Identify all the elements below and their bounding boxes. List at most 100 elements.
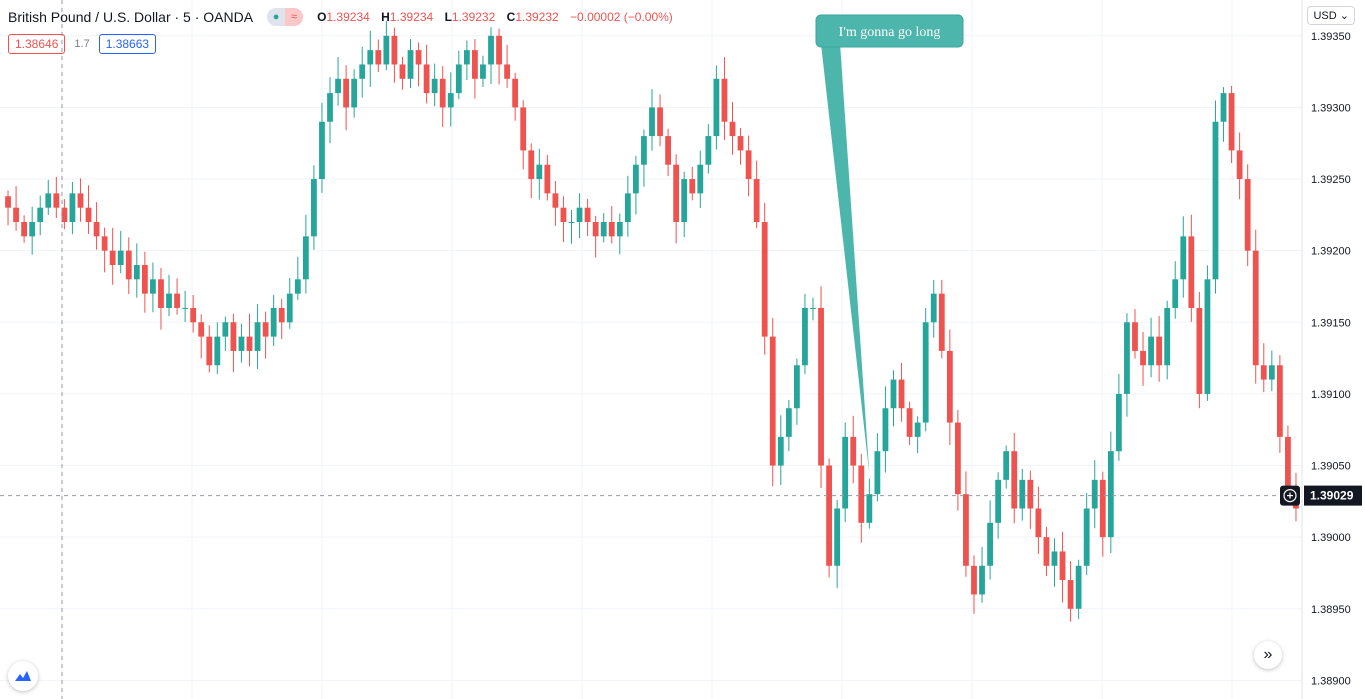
candle-body (472, 50, 478, 79)
candle-body (938, 293, 945, 351)
candle-body (745, 150, 752, 180)
candle-body (600, 222, 607, 237)
double-chevron-right-icon: » (1263, 646, 1273, 663)
candle-body (391, 35, 398, 65)
candle-body (1115, 393, 1122, 452)
candle-body (608, 222, 615, 237)
crosshair-price-label: 1.39029 (1310, 489, 1354, 503)
candle-body (455, 64, 462, 94)
candle-body (447, 93, 454, 108)
candle-body (496, 35, 502, 65)
symbol-title[interactable]: British Pound / U.S. Dollar · 5 · OANDA (8, 9, 254, 25)
candle-body (1132, 322, 1138, 351)
scroll-to-realtime-button[interactable]: » (1254, 641, 1282, 669)
candle-body (1140, 350, 1146, 366)
chevron-down-icon: ⌄ (1339, 10, 1349, 22)
chart-grid (0, 0, 1302, 699)
candle-body (713, 78, 720, 137)
candle-body (657, 107, 663, 137)
buy-price-button[interactable]: 1.38663 (98, 34, 157, 54)
candle-body (117, 250, 124, 265)
candle-body (294, 279, 301, 294)
candle-body (560, 207, 567, 223)
candle-body (850, 436, 857, 466)
sell-price-button[interactable]: 1.38646 (8, 34, 66, 54)
candle-body (1244, 179, 1251, 251)
candle-body (1051, 551, 1058, 566)
candle-body (858, 465, 865, 523)
spread-value: 1.7 (74, 38, 90, 50)
candle-body (158, 279, 164, 308)
candle-body (238, 336, 245, 351)
candle-body (1059, 551, 1066, 581)
y-tick-label: 1.39250 (1311, 174, 1351, 186)
candle-body (705, 136, 712, 165)
price-axis[interactable]: 1.39350 1.39300 1.39250 1.39200 1.39150 1.391… (1280, 0, 1362, 699)
candle-body (866, 494, 873, 523)
candle-body (769, 336, 776, 466)
candle-body (1011, 451, 1018, 509)
candle-body (504, 64, 511, 79)
candle-body (1276, 365, 1283, 437)
candle-body (930, 293, 937, 323)
candle-body (37, 207, 44, 223)
candle-body (1099, 479, 1106, 538)
candle-body (954, 422, 961, 495)
tradingview-logo[interactable] (8, 661, 38, 691)
candle-body (1027, 479, 1034, 509)
candle-body (641, 136, 647, 165)
ohlc-low-label: L (444, 10, 452, 24)
candle-body (946, 350, 953, 423)
wave-icon[interactable]: ≈ (285, 8, 304, 26)
candle-body (351, 78, 358, 108)
candle-body (793, 365, 800, 409)
candle-body (480, 64, 486, 79)
candle-body (971, 565, 977, 595)
candle-body (141, 264, 148, 294)
candle-body (721, 78, 728, 122)
dot-icon[interactable]: ● (267, 8, 286, 26)
candle-body (761, 222, 768, 337)
candle-body (1003, 451, 1010, 480)
candle-body (568, 222, 575, 224)
currency-select[interactable]: USD ⌄ (1307, 6, 1355, 25)
candle-body (431, 78, 438, 94)
callout-pointer (820, 35, 870, 475)
y-tick-label: 1.38900 (1311, 675, 1351, 687)
candle-body (785, 408, 792, 437)
candle-body (1107, 451, 1114, 538)
candle-body (777, 436, 784, 466)
candle-body (528, 150, 535, 180)
legend-toggles[interactable]: ● ≈ (267, 8, 304, 26)
candle-body (689, 179, 696, 194)
candle-body (1083, 508, 1090, 566)
candle-body (230, 322, 237, 351)
candle-body (584, 207, 591, 223)
y-tick-label: 1.39300 (1311, 102, 1351, 114)
currency-label: USD (1313, 10, 1337, 22)
y-tick-label: 1.39350 (1311, 31, 1351, 43)
candle-body (125, 250, 132, 280)
candle-body (206, 336, 213, 366)
candle-body (1067, 580, 1074, 609)
candle-body (979, 565, 985, 595)
tradingview-logo-icon (15, 671, 31, 681)
candle-body (278, 307, 285, 323)
candle-body (407, 50, 414, 79)
candles (5, 21, 1299, 622)
candle-body (1019, 479, 1026, 509)
candle-body (85, 207, 92, 223)
candle-body (463, 50, 470, 65)
candle-body (21, 222, 28, 237)
candle-body (439, 78, 446, 108)
candle-body (327, 93, 333, 122)
candle-body (423, 64, 430, 94)
candle-body (987, 522, 993, 566)
candle-body (1204, 279, 1211, 394)
candle-body (69, 193, 76, 223)
candle-body (737, 136, 744, 151)
annotation-callout[interactable]: I'm gonna go long (815, 14, 964, 475)
candle-body (1035, 508, 1042, 538)
candle-body (697, 164, 704, 194)
